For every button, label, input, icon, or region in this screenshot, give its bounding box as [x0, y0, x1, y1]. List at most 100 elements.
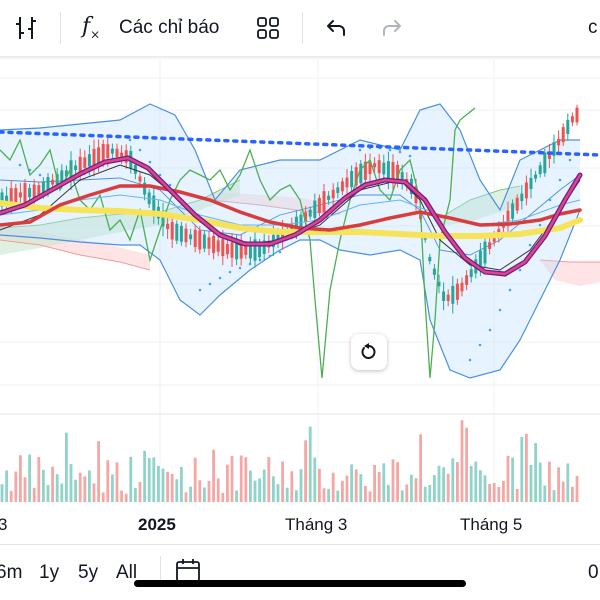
volume-bar [253, 480, 257, 502]
candle-body [529, 177, 533, 190]
volume-bar [152, 457, 156, 502]
volume-bar [529, 464, 533, 502]
volume-bar [175, 479, 179, 502]
candle-body [308, 209, 312, 217]
candle-body [363, 161, 367, 180]
volume-bar [111, 474, 114, 502]
volume-bar [239, 455, 243, 502]
range-button-1y[interactable]: 1y [39, 562, 60, 583]
candle-body [396, 164, 400, 184]
parabolic-sar [18, 138, 572, 362]
volume-bar [515, 489, 519, 502]
volume-bar [221, 492, 225, 502]
volume-bar [433, 475, 436, 502]
volume-bar [483, 475, 487, 502]
volume-bar [571, 486, 574, 502]
toolbar-shadow [0, 56, 600, 60]
candle-body [239, 241, 243, 259]
candle-body [373, 163, 377, 168]
top-toolbar: f× Các chỉ báo c [0, 0, 600, 56]
function-fx-icon: f× [82, 14, 101, 42]
candle-body [354, 167, 358, 186]
candle-body [515, 197, 519, 211]
undo-icon[interactable] [324, 0, 348, 56]
price-chart[interactable] [0, 60, 600, 540]
candle-body [561, 127, 565, 143]
volume-bar [124, 493, 128, 502]
volume-bar [5, 470, 8, 502]
candle-body [340, 181, 344, 192]
candle-body [101, 143, 105, 163]
range-button-6m[interactable]: 6m [0, 562, 23, 583]
candle-body [391, 162, 395, 183]
candle-body [534, 174, 538, 179]
chart-canvas[interactable] [0, 60, 600, 540]
candle-body [170, 221, 174, 240]
reset-chart-button[interactable] [351, 334, 387, 370]
volume-bar [203, 487, 206, 502]
volume-bar [249, 470, 252, 502]
volume-bar [157, 465, 160, 502]
volume-bar [147, 458, 151, 502]
toolbar-separator [302, 12, 303, 44]
volume-bar [318, 468, 321, 502]
ma-magenta-line-highlight [0, 156, 582, 276]
candle-body [179, 225, 183, 242]
volume-bar [414, 478, 418, 502]
candle-body [446, 294, 450, 302]
candle-body [152, 195, 156, 216]
candle-body [184, 228, 188, 243]
volume-bar [557, 467, 560, 502]
range-button-5y[interactable]: 5y [78, 562, 99, 583]
candle-body [69, 160, 73, 181]
volume-bar [382, 463, 386, 502]
volume-bar [410, 474, 413, 502]
candle-body [570, 116, 574, 123]
volume-bar [120, 490, 123, 502]
volume-bar [492, 482, 496, 502]
candle-body [51, 179, 55, 185]
candle-body [97, 147, 101, 165]
candle-body [377, 160, 381, 174]
candle-body [92, 148, 96, 168]
volume-bar [115, 462, 119, 502]
volume-bar [42, 469, 45, 502]
candle-body [230, 242, 234, 258]
volume-bar [341, 480, 344, 502]
volume-bar [78, 472, 82, 502]
candle-body [294, 216, 298, 233]
volume-bar [281, 461, 284, 502]
candle-body [9, 188, 13, 207]
candle-body [350, 170, 354, 188]
volume-bar [456, 462, 459, 502]
chart-type-icon[interactable] [14, 0, 42, 56]
volume-bar [391, 459, 395, 502]
indicators-button[interactable]: f× Các chỉ báo [82, 0, 219, 56]
candle-body [37, 185, 41, 196]
volume-bar [106, 460, 110, 502]
volume-bar [336, 490, 340, 502]
candle-body [442, 291, 446, 301]
candle-body [465, 275, 469, 285]
candle-body [5, 195, 9, 202]
range-button-all[interactable]: All [116, 562, 138, 583]
candle-body [235, 240, 239, 260]
volume-bar [437, 465, 441, 502]
candle-body [120, 152, 124, 157]
volume-bar [460, 420, 464, 502]
candle-body [18, 192, 22, 198]
ichimoku-cloud-green [440, 186, 520, 226]
volume-bar [534, 443, 537, 502]
toolbar-cut-label[interactable]: c [588, 17, 598, 38]
volume-bar [497, 486, 501, 502]
volume-bar [520, 436, 524, 502]
ma-red-line [0, 184, 582, 232]
volume-bar [354, 469, 358, 502]
candle-body [258, 242, 262, 258]
layouts-grid-icon[interactable] [256, 0, 280, 56]
candle-body [538, 165, 542, 175]
volume-bar [423, 486, 427, 502]
volume-bar [235, 490, 238, 502]
redo-icon[interactable] [380, 0, 404, 56]
candle-body [262, 240, 266, 254]
